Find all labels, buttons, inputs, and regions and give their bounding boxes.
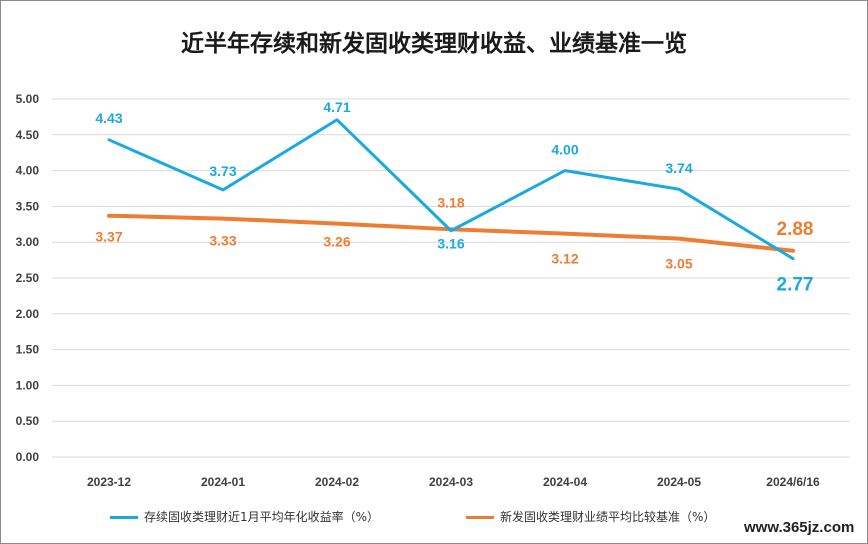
legend-swatch-series-1 (110, 516, 138, 519)
y-tick-label: 1.00 (16, 378, 40, 392)
data-label-series-2: 2.88 (777, 219, 814, 240)
data-label-series-2: 3.26 (323, 234, 350, 250)
y-tick-label: 2.50 (16, 271, 40, 285)
x-tick-label: 2024-03 (429, 475, 473, 489)
y-tick-label: 5.00 (16, 92, 40, 106)
data-label-series-2: 3.37 (95, 229, 122, 245)
data-label-series-2: 3.33 (209, 233, 236, 249)
series-line-1 (107, 118, 795, 261)
data-label-series-1: 2.77 (777, 275, 814, 296)
y-tick-label: 3.50 (16, 199, 40, 213)
data-label-series-2: 3.18 (437, 194, 464, 210)
y-tick-label: 4.50 (16, 128, 40, 142)
data-label-series-1: 4.43 (95, 110, 122, 126)
legend-label-series-1: 存续固收类理财近1月平均年化收益率（%） (144, 510, 380, 524)
watermark: www.365jz.com (744, 519, 855, 536)
y-tick-label: 0.50 (16, 414, 40, 428)
data-label-series-1: 4.00 (551, 142, 578, 158)
y-tick-label: 1.50 (16, 343, 40, 357)
x-tick-label: 2023-12 (87, 475, 131, 489)
data-label-series-1: 3.74 (665, 160, 692, 176)
chart-title: 近半年存续和新发固收类理财收益、业绩基准一览 (181, 31, 687, 57)
legend-swatch-series-2 (466, 516, 494, 519)
x-tick-label: 2024-05 (657, 475, 701, 489)
x-tick-label: 2024-01 (201, 475, 245, 489)
data-label-series-2: 3.05 (665, 256, 692, 272)
data-label-series-1: 3.16 (437, 236, 464, 252)
legend-label-series-2: 新发固收类理财业绩平均比较基准（%） (500, 510, 716, 524)
data-label-series-1: 4.71 (323, 99, 350, 115)
y-tick-label: 3.00 (16, 235, 40, 249)
y-tick-label: 0.00 (16, 450, 40, 464)
data-label-series-2: 3.12 (551, 251, 578, 267)
x-tick-label: 2024-04 (543, 475, 587, 489)
x-tick-label: 2024-02 (315, 475, 359, 489)
y-tick-label: 2.00 (16, 307, 40, 321)
data-label-series-1: 3.73 (209, 163, 236, 179)
y-tick-label: 4.00 (16, 164, 40, 178)
x-tick-label: 2024/6/16 (766, 475, 820, 489)
